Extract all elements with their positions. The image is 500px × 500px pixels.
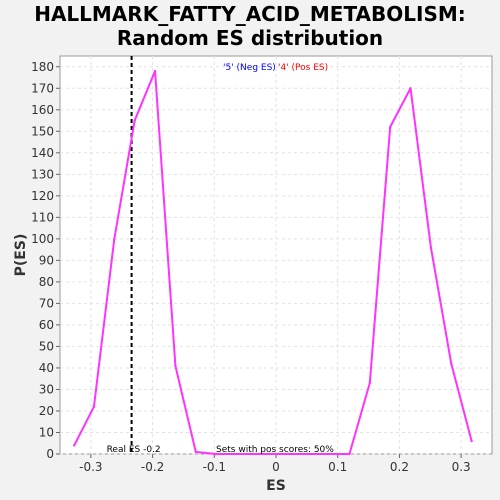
chart-title-line1: HALLMARK_FATTY_ACID_METABOLISM: — [34, 2, 466, 26]
y-tick-label: 90 — [39, 253, 54, 267]
series-point — [214, 452, 217, 456]
chart-title-line2: Random ES distribution — [116, 26, 384, 50]
y-axis-ticks: 0 10 20 30 40 50 60 70 80 90 100 110 120 130 140 150 160… — [31, 60, 60, 461]
y-tick-label: 140 — [31, 146, 54, 160]
series-point — [409, 87, 412, 90]
series-lines — [72, 69, 473, 456]
series-point — [194, 450, 197, 454]
series-point — [450, 362, 453, 365]
legend-pos-es: '4' (Pos ES) — [278, 63, 328, 73]
x-tick-label: 0.2 — [390, 460, 409, 474]
y-tick-label: 120 — [31, 189, 54, 203]
x-tick-label: 0.1 — [328, 460, 347, 474]
x-tick-label: -0.3 — [79, 460, 102, 474]
series-point — [388, 125, 392, 129]
x-tick-label: 0.3 — [452, 460, 471, 474]
series-point — [368, 381, 372, 385]
x-tick-label: -0.1 — [203, 460, 226, 474]
series-point — [153, 69, 157, 73]
y-tick-label: 0 — [46, 447, 54, 461]
series-point — [174, 364, 177, 367]
y-tick-label: 80 — [39, 275, 54, 289]
x-axis-ticks: -0.3 -0.2 -0.1 0 0.1 0.2 0.3 — [79, 454, 471, 474]
series-point — [429, 246, 433, 249]
y-tick-label: 60 — [39, 318, 54, 332]
y-tick-label: 30 — [39, 382, 54, 396]
y-tick-label: 110 — [31, 210, 54, 224]
y-tick-label: 180 — [31, 60, 54, 74]
chart-title: HALLMARK_FATTY_ACID_METABOLISM: Random E… — [0, 2, 500, 50]
x-tick-label: -0.2 — [141, 460, 164, 474]
series-point — [133, 119, 136, 122]
x-tick-label: 0 — [272, 460, 280, 474]
series-point — [72, 444, 76, 447]
pos-scores-note: Sets with pos scores: 50% — [216, 445, 334, 455]
series-point — [348, 452, 351, 456]
y-tick-label: 130 — [31, 167, 54, 181]
y-tick-label: 160 — [31, 103, 54, 117]
series-point — [113, 237, 116, 241]
y-tick-label: 170 — [31, 81, 54, 95]
y-tick-label: 100 — [31, 232, 54, 246]
real-es-label: Real ES -0.2 — [107, 445, 161, 455]
x-axis-label: ES — [266, 478, 286, 494]
y-tick-label: 50 — [39, 339, 54, 353]
series-point — [470, 439, 473, 443]
y-tick-label: 10 — [39, 425, 54, 439]
y-axis-label: P(ES) — [13, 234, 29, 277]
series-point — [92, 405, 96, 408]
y-tick-label: 20 — [39, 404, 54, 418]
y-tick-label: 150 — [31, 124, 54, 138]
y-tick-label: 40 — [39, 361, 54, 375]
legend-neg-es: '5' (Neg ES) — [223, 63, 276, 73]
y-tick-label: 70 — [39, 296, 54, 310]
